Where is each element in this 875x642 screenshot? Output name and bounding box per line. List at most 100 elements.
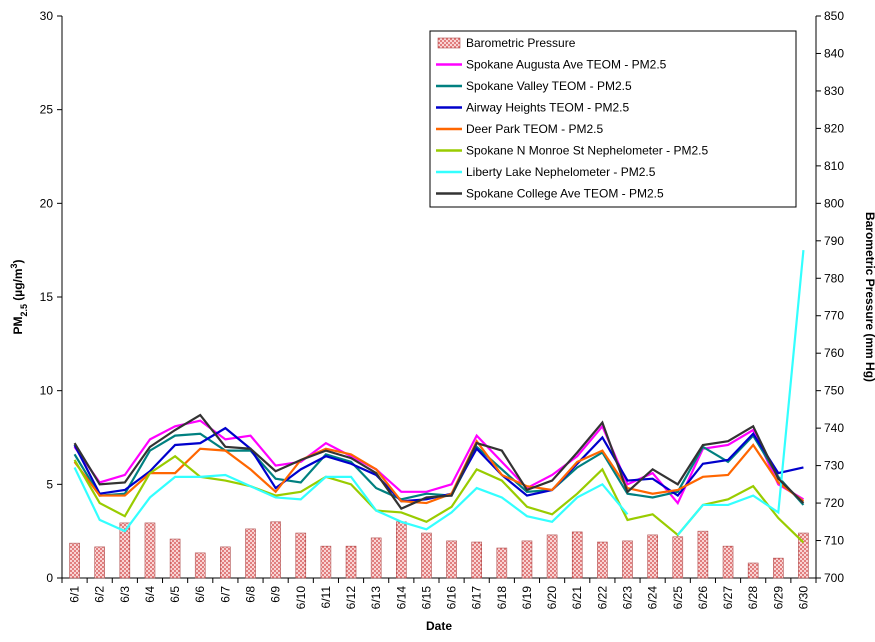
y-axis-label-part: ) [11, 259, 25, 263]
x-tick-label: 6/26 [696, 586, 710, 610]
x-tick-label: 6/6 [193, 586, 207, 603]
x-tick-label: 6/12 [344, 586, 358, 610]
y2-tick-label: 760 [824, 346, 844, 360]
legend-label: Spokane Valley TEOM - PM2.5 [466, 79, 632, 93]
y2-tick-label: 720 [824, 496, 844, 510]
y2-tick-label: 730 [824, 459, 844, 473]
y2-tick-label: 830 [824, 84, 844, 98]
x-tick-label: 6/8 [244, 586, 258, 603]
line-series [73, 413, 805, 511]
bar [772, 557, 784, 579]
y2-tick-label: 820 [824, 121, 844, 135]
x-tick-label: 6/4 [143, 586, 157, 603]
y-axis-label-part: 2.5 [19, 304, 29, 317]
bar [320, 545, 332, 579]
bar [798, 532, 809, 579]
bar [245, 528, 256, 579]
x-tick-label: 6/16 [445, 586, 459, 610]
y-axis-label-part: (µg/m [11, 268, 25, 304]
x-tick-label: 6/20 [545, 586, 559, 610]
y2-axis-label: Barometric Pressure (mm Hg) [863, 212, 875, 382]
bar [295, 532, 307, 579]
bar [270, 521, 281, 579]
x-tick-label: 6/29 [771, 586, 785, 610]
bar [722, 545, 734, 579]
x-tick-label: 6/17 [470, 586, 484, 610]
line-series [73, 250, 805, 536]
y-tick-label: 25 [40, 103, 54, 117]
bar [169, 538, 181, 579]
x-tick-label: 6/30 [796, 586, 810, 610]
y2-tick-label: 790 [824, 234, 844, 248]
y-axis-label-part: PM [11, 317, 25, 335]
bar [496, 547, 508, 579]
bar [471, 541, 483, 579]
y2-tick-label: 750 [824, 384, 844, 398]
legend-label: Liberty Lake Nephelometer - PM2.5 [466, 165, 656, 179]
x-tick-label: 6/23 [621, 586, 635, 610]
y2-tick-label: 810 [824, 159, 844, 173]
x-tick-label: 6/27 [721, 586, 735, 610]
x-tick-label: 6/11 [319, 586, 333, 609]
bar [119, 522, 131, 579]
bar [597, 541, 608, 579]
y2-tick-label: 710 [824, 534, 844, 548]
legend-label: Deer Park TEOM - PM2.5 [466, 122, 603, 136]
legend-box [429, 30, 797, 208]
x-tick-label: 6/22 [595, 586, 609, 610]
bar [395, 521, 407, 579]
y2-tick-label: 740 [824, 421, 844, 435]
y2-tick-label: 780 [824, 271, 844, 285]
bar [421, 532, 432, 579]
y-tick-label: 15 [40, 290, 54, 304]
x-tick-label: 6/21 [570, 586, 584, 610]
x-tick-label: 6/18 [495, 586, 509, 610]
bar [697, 530, 709, 579]
bar [194, 552, 206, 579]
bar [672, 536, 684, 579]
legend-label: Airway Heights TEOM - PM2.5 [466, 101, 629, 115]
x-axis-label: Date [426, 619, 452, 633]
bar [446, 540, 457, 579]
bar [69, 542, 80, 579]
x-tick-label: 6/10 [294, 586, 308, 610]
bar [345, 545, 357, 579]
y2-tick-label: 840 [824, 46, 844, 60]
legend-label: Barometric Pressure [466, 36, 576, 50]
x-tick-label: 6/9 [269, 586, 283, 603]
bar [747, 562, 759, 579]
bar [647, 534, 658, 579]
bar [370, 537, 382, 579]
bar [571, 531, 583, 579]
x-tick-label: 6/13 [369, 586, 383, 610]
bar [546, 534, 558, 579]
bar [144, 522, 156, 579]
y-tick-label: 20 [40, 196, 54, 210]
bar [220, 546, 231, 579]
legend-label: Spokane Augusta Ave TEOM - PM2.5 [466, 58, 667, 72]
y2-tick-label: 850 [824, 9, 844, 23]
y-tick-label: 0 [46, 571, 53, 585]
y2-tick-label: 700 [824, 571, 844, 585]
x-tick-label: 6/15 [419, 586, 433, 610]
x-tick-label: 6/24 [646, 586, 660, 610]
x-tick-label: 6/7 [218, 586, 232, 603]
legend-label: Spokane College Ave TEOM - PM2.5 [466, 187, 664, 201]
bar [622, 540, 633, 579]
x-tick-label: 6/14 [394, 586, 408, 610]
x-tick-label: 6/1 [68, 586, 82, 603]
legend-label: Spokane N Monroe St Nephelometer - PM2.5 [466, 144, 708, 158]
bar [94, 546, 105, 579]
y-axis-label: PM2.5 (µg/m3) [9, 259, 29, 334]
y-tick-label: 30 [40, 9, 54, 23]
bar [521, 540, 533, 579]
y-tick-label: 5 [46, 477, 53, 491]
y-axis-label-part: 3 [9, 263, 19, 268]
legend-swatch [437, 37, 461, 49]
x-tick-label: 6/25 [671, 586, 685, 610]
y2-tick-label: 770 [824, 309, 844, 323]
x-tick-label: 6/19 [520, 586, 534, 610]
line-series [73, 439, 805, 505]
line-series [73, 419, 804, 506]
